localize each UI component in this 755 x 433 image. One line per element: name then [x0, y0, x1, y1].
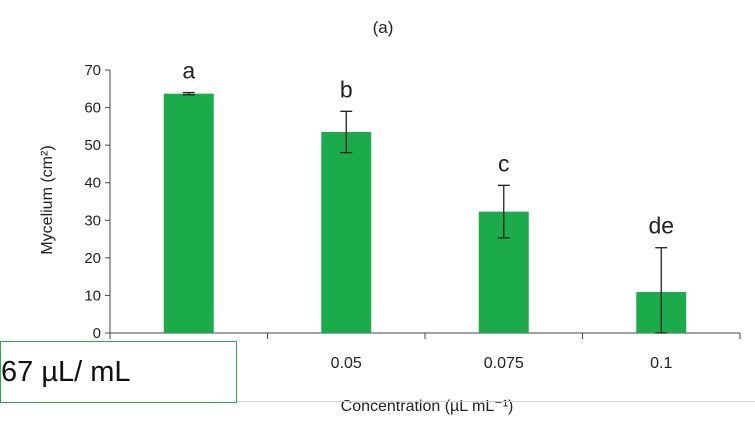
bar — [321, 131, 372, 333]
significance-letter: c — [498, 150, 510, 176]
y-tick-label: 0 — [93, 325, 101, 342]
x-axis-label: Concentration (µL mL⁻¹) — [341, 398, 514, 415]
significance-letter: de — [648, 213, 674, 239]
y-tick-label: 30 — [84, 212, 101, 229]
significance-letters: a b c de — [182, 58, 674, 239]
x-tick-label: 0.05 — [331, 355, 362, 372]
y-ticks: 0 10 20 30 40 50 60 70 — [84, 62, 110, 342]
significance-letter: b — [340, 76, 353, 102]
y-tick-label: 40 — [84, 175, 101, 192]
divider-line — [237, 401, 755, 402]
bars — [163, 93, 687, 333]
y-axis-label: Mycelium (cm²) — [39, 145, 56, 254]
x-tick-label: 0.1 — [650, 355, 672, 372]
chart-title: (a) — [373, 18, 394, 37]
y-tick-label: 70 — [84, 62, 101, 79]
overlay-label-box: 67 µL/ mL — [0, 341, 237, 403]
x-tick-label: 0.075 — [484, 355, 524, 372]
y-tick-label: 10 — [84, 287, 101, 304]
error-bars — [182, 91, 668, 334]
overlay-label-text: 67 µL/ mL — [1, 355, 131, 388]
y-tick-label: 60 — [84, 100, 101, 117]
y-tick-label: 20 — [84, 250, 101, 267]
y-tick-label: 50 — [84, 137, 101, 154]
bar — [163, 93, 214, 333]
significance-letter: a — [182, 58, 195, 84]
